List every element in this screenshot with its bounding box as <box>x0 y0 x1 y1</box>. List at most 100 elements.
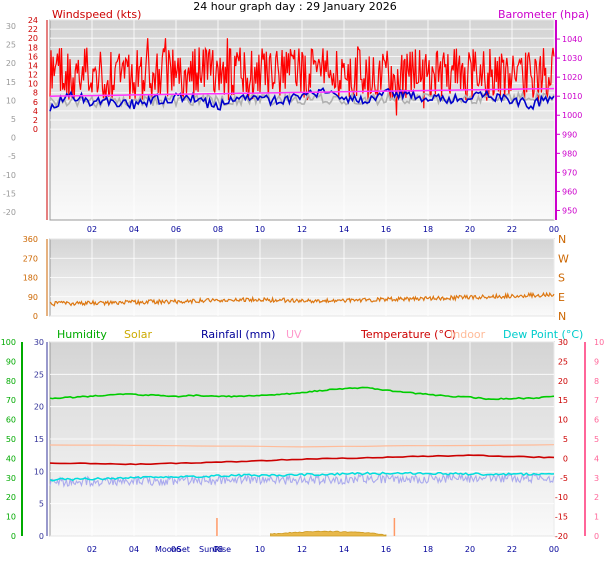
direction-tick: 0 <box>33 312 38 321</box>
legend-solar: Solar <box>124 328 153 341</box>
wind-hour-tick: 10 <box>255 225 265 234</box>
temp-hour-tick: 00 <box>549 545 559 554</box>
temp-hour-tick: 08 <box>213 545 223 554</box>
windspeed-tick: 14 <box>28 61 38 70</box>
temperature-tick: 15 <box>558 396 568 405</box>
dew-point-series <box>49 471 555 482</box>
graph-title: 24 hour graph day : 29 January 2026 <box>193 0 397 13</box>
rainfall-tick: 10 <box>34 467 44 476</box>
uv-tick: 5 <box>594 435 599 444</box>
windspeed-tick: 20 <box>28 34 38 43</box>
compass-label: N <box>558 310 566 323</box>
gray-scale-tick: -10 <box>3 171 16 180</box>
humidity-tick: 50 <box>6 435 16 444</box>
humidity-tick: 30 <box>6 474 16 483</box>
uv-tick: 2 <box>594 493 599 502</box>
windspeed-tick: 18 <box>28 43 38 52</box>
temperature-tick: 20 <box>558 377 568 386</box>
temp-hour-tick: 12 <box>297 545 307 554</box>
wind-hour-tick: 18 <box>423 225 433 234</box>
barometer-tick: 1020 <box>562 73 582 82</box>
windspeed-tick: 8 <box>33 89 38 98</box>
compass-label: S <box>558 272 565 285</box>
temperature-tick: 5 <box>563 435 568 444</box>
windspeed-tick: 4 <box>33 107 38 116</box>
windspeed-tick: 24 <box>28 16 38 25</box>
temperature-tick: 0 <box>563 454 568 463</box>
gray-wind-series <box>49 90 555 109</box>
humidity-tick: 80 <box>6 377 16 386</box>
humidity-tick: 100 <box>1 338 16 347</box>
moonset-label: MoonSet <box>155 545 190 554</box>
legend-uv: UV <box>286 328 302 341</box>
gray-scale-tick: 20 <box>6 59 16 68</box>
humidity-tick: 40 <box>6 454 16 463</box>
temperature-tick: -20 <box>555 532 568 541</box>
wind-hour-tick: 14 <box>339 225 349 234</box>
windspeed-tick: 22 <box>28 25 38 34</box>
temp-hour-tick: 06 <box>171 545 181 554</box>
rainfall-tick: 15 <box>34 435 44 444</box>
gray-scale-tick: 5 <box>11 115 16 124</box>
direction-tick: 90 <box>28 293 38 302</box>
uv-tick: 9 <box>594 357 599 366</box>
legend-temperature: Temperature (°C) <box>360 328 456 341</box>
gray-scale-tick: 10 <box>6 96 16 105</box>
windspeed-tick: 2 <box>33 116 38 125</box>
wind-hour-tick: 02 <box>87 225 97 234</box>
temperature-series <box>49 454 555 466</box>
windspeed-tick: 10 <box>28 80 38 89</box>
barometer-tick: 970 <box>562 168 577 177</box>
temp-hour-tick: 16 <box>381 545 391 554</box>
wind-hour-tick: 16 <box>381 225 391 234</box>
barometer-series <box>49 87 555 97</box>
humidity-series <box>49 386 555 401</box>
wind-hour-tick: 20 <box>465 225 475 234</box>
wind-hour-tick: 12 <box>297 225 307 234</box>
uv-tick: 3 <box>594 474 599 483</box>
rainfall-tick: 20 <box>34 403 44 412</box>
temperature-tick: 30 <box>558 338 568 347</box>
temp-hour-tick: 02 <box>87 545 97 554</box>
rainfall-tick: 0 <box>39 532 44 541</box>
average-wind-series <box>49 86 555 112</box>
direction-tick: 270 <box>23 254 38 263</box>
temperature-tick: -10 <box>555 493 568 502</box>
windspeed-tick: 12 <box>28 71 38 80</box>
temp-hour-tick: 20 <box>465 545 475 554</box>
wind-hour-tick: 08 <box>213 225 223 234</box>
wind-hour-tick: 06 <box>171 225 181 234</box>
barometer-tick: 990 <box>562 130 577 139</box>
humidity-tick: 90 <box>6 357 16 366</box>
gray-scale-tick: 15 <box>6 78 16 87</box>
windspeed-tick: 16 <box>28 52 38 61</box>
direction-tick: 180 <box>23 274 38 283</box>
humidity-tick: 60 <box>6 416 16 425</box>
humidity-tick: 0 <box>11 532 16 541</box>
temp-hour-tick: 10 <box>255 545 265 554</box>
temp-hour-tick: 04 <box>129 545 139 554</box>
gray-scale-tick: -5 <box>8 152 16 161</box>
gray-scale-tick: -15 <box>3 189 16 198</box>
gray-scale-tick: 25 <box>6 41 16 50</box>
direction-tick: 360 <box>23 235 38 244</box>
windspeed-tick: 0 <box>33 125 38 134</box>
compass-label: W <box>558 252 569 265</box>
temperature-tick: 10 <box>558 416 568 425</box>
humidity-tick: 70 <box>6 396 16 405</box>
barometer-tick: 1010 <box>562 92 582 101</box>
barometer-tick: 950 <box>562 206 577 215</box>
barometer-tick: 1030 <box>562 54 582 63</box>
uv-tick: 1 <box>594 513 599 522</box>
legend-rainfall: Rainfall (mm) <box>201 328 275 341</box>
legend-indoor: Indoor <box>450 328 486 341</box>
barometer-tick: 960 <box>562 187 577 196</box>
uv-tick: 10 <box>594 338 604 347</box>
compass-label: N <box>558 233 566 246</box>
compass-label: E <box>558 291 565 304</box>
indoor-series <box>49 444 555 448</box>
sunrise-label: SunRise <box>199 545 231 554</box>
windspeed-series <box>49 38 555 116</box>
barometer-tick: 980 <box>562 149 577 158</box>
